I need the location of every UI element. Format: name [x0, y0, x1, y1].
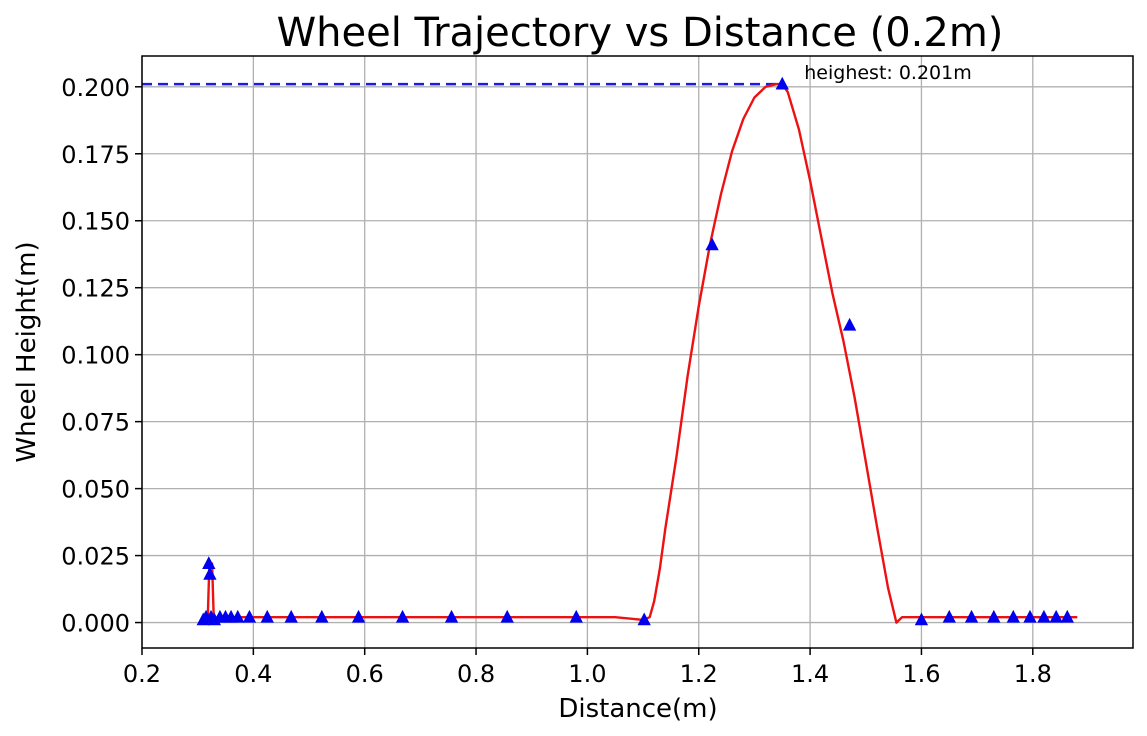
data-point-marker: [1049, 609, 1063, 623]
y-tick-label: 0.050: [61, 476, 130, 504]
y-tick-label: 0.150: [61, 208, 130, 236]
x-tick-label: 0.4: [234, 660, 272, 688]
marker-group: [196, 76, 1074, 626]
y-tick-label: 0.025: [61, 543, 130, 571]
data-point-marker: [284, 609, 298, 623]
data-point-marker: [569, 609, 583, 623]
y-axis-ticks: 0.000 0.025 0.050 0.075 0.100 0.125 0.150 0.175…: [61, 74, 142, 638]
plot-frame: [141, 55, 1134, 649]
data-point-marker: [242, 609, 257, 623]
y-tick-label: 0.000: [61, 610, 130, 638]
data-point-marker: [637, 612, 651, 626]
y-tick-label: 0.125: [61, 275, 130, 303]
data-point-marker: [500, 609, 514, 623]
highest-annotation: heighest: 0.201m: [804, 62, 972, 84]
x-tick-label: 1.2: [680, 660, 718, 688]
data-point-marker: [964, 609, 979, 623]
y-axis-label: Wheel Height(m): [12, 241, 42, 462]
data-point-marker: [1060, 609, 1074, 623]
x-tick-label: 1.4: [791, 660, 829, 688]
grid-lines: [141, 56, 1133, 648]
data-point-marker: [987, 609, 1001, 623]
x-tick-label: 1.0: [568, 660, 606, 688]
data-point-marker: [914, 612, 929, 626]
data-point-marker: [203, 566, 217, 580]
data-point-marker: [444, 609, 459, 623]
x-tick-label: 0.2: [123, 660, 161, 688]
data-point-marker: [705, 237, 719, 251]
data-point-marker: [775, 76, 789, 90]
trajectory-line: [203, 82, 1078, 624]
y-tick-label: 0.200: [61, 74, 130, 102]
y-tick-label: 0.100: [61, 342, 130, 370]
data-point-marker: [202, 556, 216, 570]
data-point-marker: [942, 609, 956, 623]
data-point-marker: [315, 609, 329, 623]
data-point-marker: [260, 609, 274, 623]
x-tick-label: 1.6: [902, 660, 940, 688]
chart-title: Wheel Trajectory vs Distance (0.2m): [277, 10, 1004, 56]
data-point-marker: [842, 317, 857, 331]
x-tick-label: 0.6: [346, 660, 384, 688]
data-point-marker: [231, 609, 245, 623]
y-tick-label: 0.175: [61, 141, 130, 169]
x-tick-label: 1.8: [1014, 660, 1052, 688]
y-tick-label: 0.075: [61, 409, 130, 437]
data-point-marker: [395, 609, 410, 623]
data-point-marker: [1006, 609, 1020, 623]
data-point-marker: [351, 609, 366, 623]
data-point-marker: [1037, 609, 1051, 623]
x-tick-label: 0.8: [457, 660, 495, 688]
x-axis-label: Distance(m): [558, 694, 717, 724]
x-axis-ticks: 0.2 0.4 0.6 0.8 1.0 1.2 1.4 1.6 1.8: [123, 648, 1052, 688]
data-point-marker: [1023, 609, 1037, 623]
